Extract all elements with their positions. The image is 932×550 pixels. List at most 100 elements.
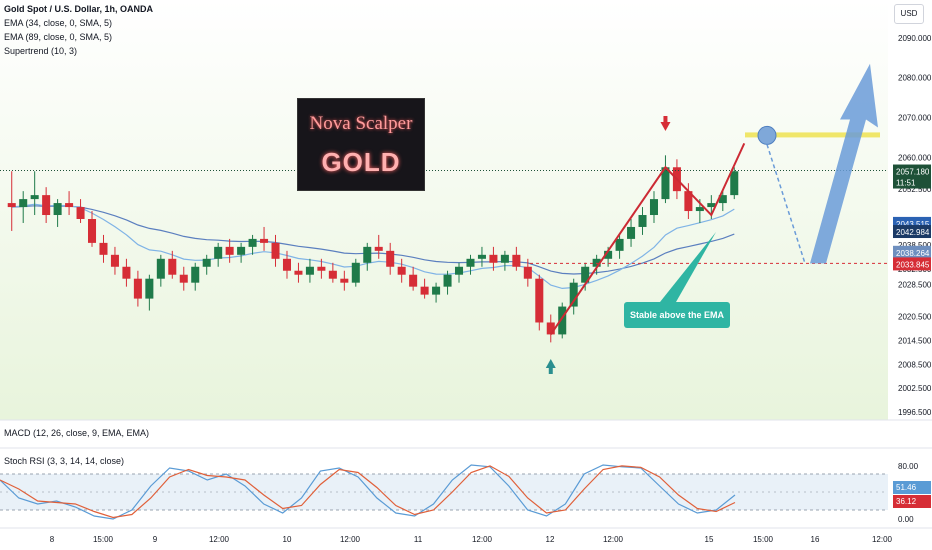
candle-body xyxy=(363,246,372,263)
y-tick-label: 2052.500 xyxy=(898,185,932,194)
target-band xyxy=(745,132,880,138)
candle-body xyxy=(225,246,234,255)
y-tick-label: 1996.500 xyxy=(898,408,932,417)
candle-body xyxy=(168,258,177,275)
candle-body xyxy=(592,258,601,267)
price-label-text: 2042.984 xyxy=(896,228,930,237)
x-tick-label: 12:00 xyxy=(603,535,624,544)
candle-body xyxy=(260,238,269,243)
stoch-k-line xyxy=(0,464,736,520)
candle-body xyxy=(351,262,360,283)
y-tick-label: 2008.500 xyxy=(898,360,932,369)
logo: Nova Scalper GOLD xyxy=(297,98,425,191)
candle-body xyxy=(65,203,74,208)
x-tick-label: 8 xyxy=(50,535,55,544)
candle-body xyxy=(684,191,693,212)
x-tick-label: 9 xyxy=(153,535,158,544)
x-tick-label: 16 xyxy=(811,535,820,544)
candle-body xyxy=(7,203,16,208)
candle-body xyxy=(638,215,647,227)
candle-body xyxy=(110,254,119,267)
stoch-rsi-label[interactable]: Stoch RSI (3, 3, 14, 14, close) xyxy=(4,456,125,466)
candle-body xyxy=(340,278,349,283)
target-circle xyxy=(757,125,777,145)
projection-up-arrow xyxy=(810,63,878,264)
y-tick-label: 2020.500 xyxy=(898,313,932,322)
stoch-tick-0: 0.00 xyxy=(898,515,914,524)
x-tick-label: 15:00 xyxy=(93,535,114,544)
candle-body xyxy=(317,266,326,271)
buy-marker-icon xyxy=(545,359,556,368)
price-label-text: 2038.264 xyxy=(896,249,930,258)
candle-body xyxy=(248,238,257,247)
price-label-bg xyxy=(893,257,931,271)
candle-body xyxy=(133,278,142,299)
candle-body xyxy=(604,250,613,259)
candle-body xyxy=(558,306,567,335)
candle-body xyxy=(695,207,704,212)
candle-body xyxy=(237,246,246,255)
y-tick-label: 2014.500 xyxy=(898,336,932,345)
candle-body xyxy=(145,278,154,299)
candle-body xyxy=(305,266,314,275)
stoch-value-d: 36.12 xyxy=(893,495,931,508)
candle-body xyxy=(191,266,200,283)
candle-body xyxy=(523,266,532,279)
price-label-text: 2033.845 xyxy=(896,260,930,269)
candle-body xyxy=(122,266,131,279)
candle-body xyxy=(328,270,337,279)
logo-line2: GOLD xyxy=(321,147,401,177)
y-tick-label: 2060.000 xyxy=(898,153,932,162)
candle-body xyxy=(546,322,555,335)
candle-body xyxy=(19,199,28,208)
candle-body xyxy=(443,274,452,287)
candle-body xyxy=(730,171,739,196)
candle-body xyxy=(179,274,188,283)
candle-body xyxy=(374,246,383,251)
x-tick-label: 15 xyxy=(705,535,714,544)
x-tick-label: 15:00 xyxy=(753,535,774,544)
candle-body xyxy=(535,278,544,323)
candle-body xyxy=(53,203,62,216)
candle-body xyxy=(42,195,51,216)
indicator-ema89[interactable]: EMA (89, close, 0, SMA, 5) xyxy=(4,32,113,42)
candle-body xyxy=(386,250,395,267)
candle-body xyxy=(409,274,418,287)
candle-body xyxy=(466,258,475,267)
x-tick-label: 12 xyxy=(546,535,555,544)
x-tick-label: 11 xyxy=(414,535,423,544)
price-label-text: 2057.180 xyxy=(896,168,930,177)
candle-body xyxy=(202,258,211,267)
price-label-time: 11:51 xyxy=(896,179,916,188)
candle-body xyxy=(707,203,716,208)
price-label-bg xyxy=(893,164,931,189)
macd-label[interactable]: MACD (12, 26, close, 9, EMA, EMA) xyxy=(4,428,150,438)
candle-body xyxy=(649,199,658,216)
y-tick-label: 2070.000 xyxy=(898,114,932,123)
candle-body xyxy=(282,258,291,271)
indicator-ema34[interactable]: EMA (34, close, 0, SMA, 5) xyxy=(4,18,113,28)
y-tick-label: 2090.000 xyxy=(898,34,932,43)
candle-body xyxy=(420,286,429,295)
candle-body xyxy=(627,226,636,239)
y-tick-label: 2028.500 xyxy=(898,281,932,290)
y-tick-label: 2002.500 xyxy=(898,384,932,393)
candle-body xyxy=(30,195,39,200)
candle-body xyxy=(432,286,441,295)
indicator-supertrend[interactable]: Supertrend (10, 3) xyxy=(4,46,78,56)
currency-button[interactable]: USD xyxy=(894,4,924,24)
candle-body xyxy=(489,254,498,263)
candle-body xyxy=(718,195,727,204)
candle-body xyxy=(581,266,590,283)
callout-label: Stable above the EMA xyxy=(624,302,730,328)
price-axis-bg xyxy=(888,0,932,550)
ema34-line xyxy=(11,203,735,290)
candle-body xyxy=(76,207,85,219)
main-pane-bg xyxy=(0,0,888,420)
stoch-value-k: 51.46 xyxy=(893,481,931,494)
x-tick-label: 10 xyxy=(283,535,292,544)
candle-body xyxy=(455,266,464,275)
y-tick-label: 2038.500 xyxy=(898,241,932,250)
